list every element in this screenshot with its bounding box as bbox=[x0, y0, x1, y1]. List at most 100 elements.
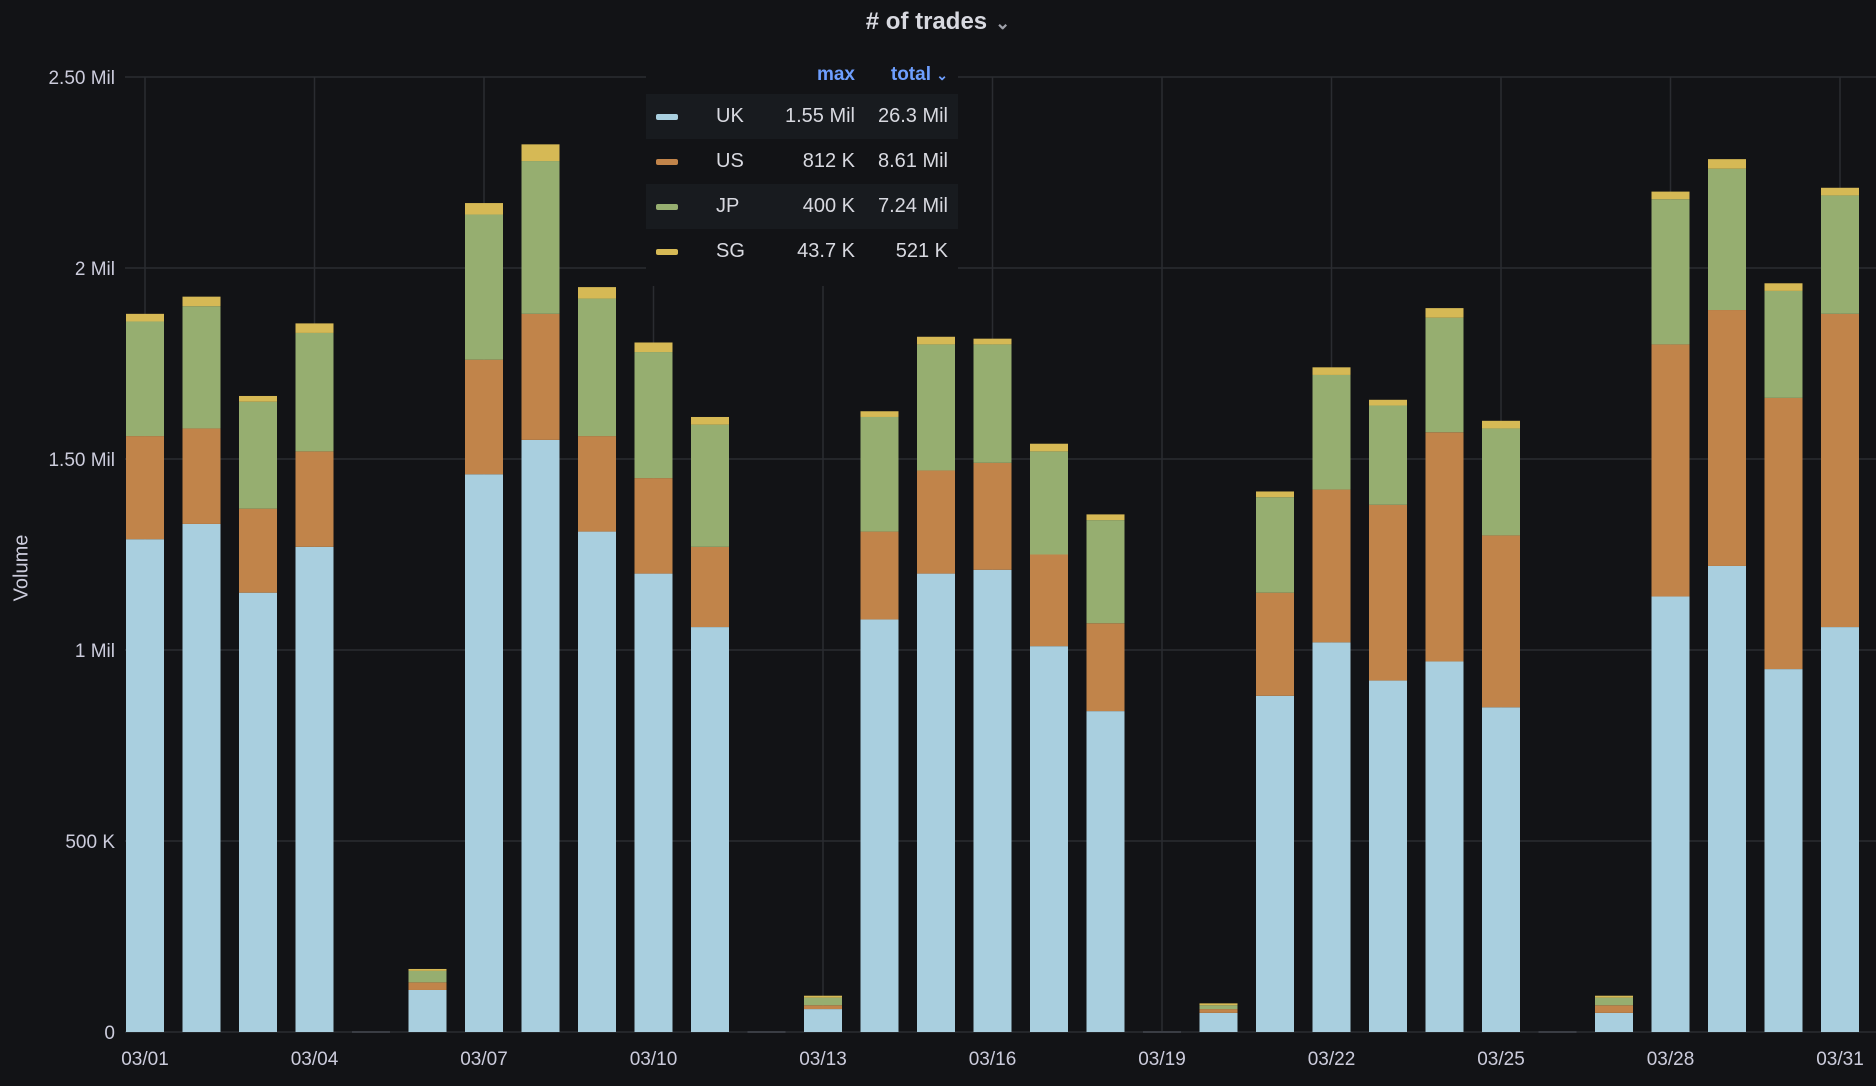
bar-jp-03-29[interactable] bbox=[1708, 168, 1746, 311]
bar-sg-03-30[interactable] bbox=[1764, 283, 1803, 291]
bar-uk-03-08[interactable] bbox=[521, 439, 560, 1032]
bar-jp-03-09[interactable] bbox=[578, 298, 616, 437]
bar-us-03-28[interactable] bbox=[1651, 344, 1690, 597]
bar-uk-03-30[interactable] bbox=[1764, 669, 1803, 1032]
bar-jp-03-13[interactable] bbox=[804, 997, 842, 1006]
bar-uk-03-07[interactable] bbox=[465, 474, 503, 1032]
bar-sg-03-11[interactable] bbox=[691, 416, 729, 425]
bar-sg-03-25[interactable] bbox=[1482, 420, 1520, 429]
bar-uk-03-03[interactable] bbox=[239, 592, 277, 1032]
bar-us-03-09[interactable] bbox=[578, 436, 616, 532]
bar-uk-03-22[interactable] bbox=[1312, 642, 1351, 1032]
legend-header-total[interactable]: total ⌄ bbox=[890, 64, 948, 85]
bar-uk-03-09[interactable] bbox=[578, 531, 616, 1032]
bar-jp-03-03[interactable] bbox=[239, 401, 277, 509]
bar-uk-03-27[interactable] bbox=[1595, 1012, 1633, 1032]
bar-jp-03-30[interactable] bbox=[1764, 290, 1803, 398]
bar-jp-03-31[interactable] bbox=[1821, 195, 1859, 314]
bar-uk-03-23[interactable] bbox=[1369, 680, 1407, 1032]
bar-sg-03-16[interactable] bbox=[973, 338, 1012, 345]
bar-jp-03-27[interactable] bbox=[1595, 997, 1633, 1006]
bar-us-03-03[interactable] bbox=[239, 508, 277, 593]
bar-us-03-04[interactable] bbox=[295, 451, 334, 547]
bar-us-03-11[interactable] bbox=[691, 546, 729, 628]
bar-jp-03-17[interactable] bbox=[1030, 451, 1068, 555]
bar-sg-03-08[interactable] bbox=[521, 144, 560, 162]
legend-item-uk[interactable]: UK 1.55 Mil 26.3 Mil bbox=[646, 94, 958, 139]
bar-us-03-30[interactable] bbox=[1764, 397, 1803, 670]
bar-uk-03-25[interactable] bbox=[1482, 707, 1520, 1032]
legend-header-max[interactable]: max bbox=[816, 64, 855, 85]
bar-uk-03-21[interactable] bbox=[1256, 695, 1294, 1032]
bar-sg-03-18[interactable] bbox=[1086, 514, 1125, 521]
bar-us-03-31[interactable] bbox=[1821, 313, 1859, 628]
bar-sg-03-03[interactable] bbox=[239, 395, 277, 402]
bar-sg-03-04[interactable] bbox=[295, 323, 334, 333]
bar-jp-03-06[interactable] bbox=[408, 970, 447, 983]
bar-sg-03-23[interactable] bbox=[1369, 399, 1407, 406]
bar-uk-03-01[interactable] bbox=[126, 539, 164, 1032]
legend-item-us[interactable]: US 812 K 8.61 Mil bbox=[646, 139, 958, 184]
bar-sg-03-06[interactable] bbox=[408, 968, 447, 971]
bar-us-03-24[interactable] bbox=[1425, 432, 1464, 662]
bar-jp-03-02[interactable] bbox=[182, 306, 221, 429]
bar-us-03-25[interactable] bbox=[1482, 535, 1520, 708]
bar-jp-03-04[interactable] bbox=[295, 332, 334, 452]
bar-jp-03-25[interactable] bbox=[1482, 428, 1520, 536]
bar-uk-03-20[interactable] bbox=[1199, 1012, 1238, 1032]
bar-us-03-15[interactable] bbox=[917, 470, 955, 574]
bar-us-03-08[interactable] bbox=[521, 313, 560, 440]
bar-sg-03-31[interactable] bbox=[1821, 187, 1859, 196]
bar-jp-03-18[interactable] bbox=[1086, 520, 1125, 624]
bar-uk-03-11[interactable] bbox=[691, 627, 729, 1032]
bar-us-03-06[interactable] bbox=[408, 982, 447, 990]
bar-sg-03-15[interactable] bbox=[917, 336, 955, 345]
bar-sg-03-17[interactable] bbox=[1030, 443, 1068, 452]
legend-item-jp[interactable]: JP 400 K 7.24 Mil bbox=[646, 184, 958, 229]
bar-us-03-21[interactable] bbox=[1256, 592, 1294, 696]
bar-sg-03-29[interactable] bbox=[1708, 159, 1746, 169]
bar-uk-03-14[interactable] bbox=[860, 619, 899, 1032]
bar-uk-03-10[interactable] bbox=[634, 573, 673, 1032]
bar-us-03-20[interactable] bbox=[1199, 1009, 1238, 1013]
bar-jp-03-07[interactable] bbox=[465, 214, 503, 360]
bar-uk-03-24[interactable] bbox=[1425, 661, 1464, 1032]
bar-sg-03-22[interactable] bbox=[1312, 367, 1351, 375]
bar-uk-03-18[interactable] bbox=[1086, 711, 1125, 1032]
bar-sg-03-20[interactable] bbox=[1199, 1003, 1238, 1006]
bar-us-03-10[interactable] bbox=[634, 478, 673, 574]
bar-jp-03-14[interactable] bbox=[860, 416, 899, 532]
bar-sg-03-21[interactable] bbox=[1256, 491, 1294, 498]
bar-jp-03-21[interactable] bbox=[1256, 497, 1294, 593]
bar-sg-03-02[interactable] bbox=[182, 296, 221, 307]
bar-uk-03-15[interactable] bbox=[917, 573, 955, 1032]
bar-sg-03-10[interactable] bbox=[634, 342, 673, 353]
bar-us-03-01[interactable] bbox=[126, 436, 164, 540]
bar-jp-03-16[interactable] bbox=[973, 344, 1012, 463]
bar-us-03-07[interactable] bbox=[465, 359, 503, 475]
bar-jp-03-08[interactable] bbox=[521, 161, 560, 314]
bar-jp-03-11[interactable] bbox=[691, 424, 729, 547]
legend-item-sg[interactable]: SG 43.7 K 521 K bbox=[646, 229, 958, 274]
bar-uk-03-28[interactable] bbox=[1651, 596, 1690, 1032]
bar-sg-03-07[interactable] bbox=[465, 203, 503, 215]
bar-jp-03-28[interactable] bbox=[1651, 199, 1690, 345]
bar-jp-03-15[interactable] bbox=[917, 344, 955, 471]
panel-title[interactable]: # of trades ⌄ bbox=[0, 8, 1876, 36]
bar-sg-03-14[interactable] bbox=[860, 411, 899, 417]
bar-sg-03-24[interactable] bbox=[1425, 308, 1464, 318]
bar-us-03-29[interactable] bbox=[1708, 310, 1746, 566]
bar-us-03-18[interactable] bbox=[1086, 623, 1125, 712]
bar-jp-03-22[interactable] bbox=[1312, 374, 1351, 490]
bar-us-03-23[interactable] bbox=[1369, 504, 1407, 681]
bar-uk-03-29[interactable] bbox=[1708, 565, 1746, 1032]
bar-uk-03-17[interactable] bbox=[1030, 646, 1068, 1032]
bar-us-03-22[interactable] bbox=[1312, 489, 1351, 643]
bar-us-03-14[interactable] bbox=[860, 531, 899, 620]
bar-us-03-16[interactable] bbox=[973, 462, 1012, 570]
bar-us-03-13[interactable] bbox=[804, 1005, 842, 1010]
bar-sg-03-01[interactable] bbox=[126, 313, 164, 322]
bar-sg-03-27[interactable] bbox=[1595, 995, 1633, 998]
bar-us-03-27[interactable] bbox=[1595, 1005, 1633, 1013]
bar-uk-03-16[interactable] bbox=[973, 569, 1012, 1032]
